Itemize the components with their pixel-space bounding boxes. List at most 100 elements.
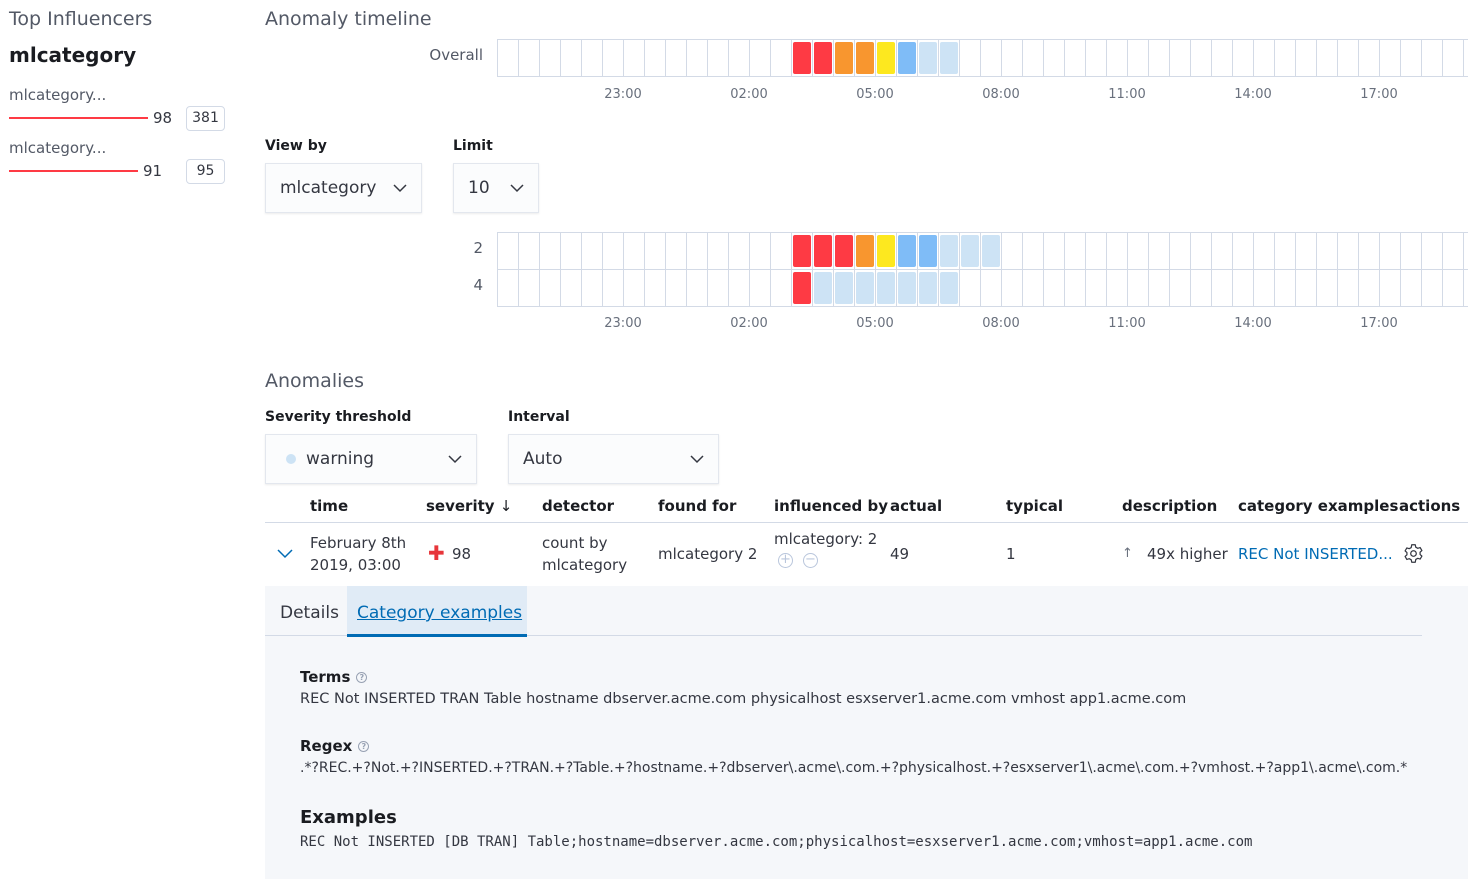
heatmap-cell[interactable]	[917, 270, 938, 306]
column-header-influenced-by[interactable]: influenced by	[774, 497, 889, 515]
heatmap-cell[interactable]	[1211, 233, 1232, 269]
heatmap-cell[interactable]	[1295, 270, 1316, 306]
heatmap-cell[interactable]	[1127, 233, 1148, 269]
heatmap-cell-minor[interactable]	[877, 235, 895, 267]
heatmap-cell[interactable]	[1274, 270, 1295, 306]
heatmap-cell[interactable]	[1400, 40, 1421, 76]
heatmap-cell-warning[interactable]	[919, 235, 937, 267]
heatmap-cell[interactable]	[686, 270, 707, 306]
heatmap-cell[interactable]	[644, 40, 665, 76]
severity-threshold-select[interactable]: warning	[265, 434, 477, 484]
heatmap-cell[interactable]	[875, 270, 896, 306]
view-by-select[interactable]: mlcategory	[265, 163, 422, 213]
heatmap-cell[interactable]	[959, 233, 980, 269]
column-header-description[interactable]: description	[1122, 497, 1218, 515]
heatmap-cell[interactable]	[1274, 40, 1295, 76]
heatmap-cell[interactable]	[686, 233, 707, 269]
heatmap-cell[interactable]	[644, 270, 665, 306]
heatmap-cell[interactable]	[581, 270, 602, 306]
heatmap-cell[interactable]	[980, 270, 1001, 306]
heatmap-cell[interactable]	[1211, 40, 1232, 76]
heatmap-cell[interactable]	[1148, 40, 1169, 76]
heatmap-cell[interactable]	[1064, 270, 1085, 306]
heatmap-cell[interactable]	[896, 233, 917, 269]
heatmap-cell[interactable]	[707, 40, 728, 76]
heatmap-cell[interactable]	[833, 270, 854, 306]
limit-select[interactable]: 10	[453, 163, 539, 213]
column-header-actual[interactable]: actual	[890, 497, 943, 515]
heatmap-cell[interactable]	[770, 40, 791, 76]
interval-select[interactable]: Auto	[508, 434, 719, 484]
heatmap-cell[interactable]	[791, 270, 812, 306]
heatmap-cell[interactable]	[1442, 270, 1463, 306]
heatmap-cell[interactable]	[602, 270, 623, 306]
heatmap-cell-critical[interactable]	[835, 235, 853, 267]
heatmap-cell[interactable]	[1358, 40, 1379, 76]
heatmap-cell[interactable]	[623, 270, 644, 306]
heatmap-cell[interactable]	[1043, 233, 1064, 269]
heatmap-cell[interactable]	[1400, 233, 1421, 269]
heatmap-cell[interactable]	[1232, 40, 1253, 76]
heatmap-cell-low[interactable]	[982, 235, 1000, 267]
heatmap-cell[interactable]	[623, 40, 644, 76]
heatmap-cell[interactable]	[1253, 233, 1274, 269]
heatmap-cell[interactable]	[728, 233, 749, 269]
heatmap-cell-low[interactable]	[940, 42, 958, 74]
heatmap-cell[interactable]	[1001, 40, 1022, 76]
heatmap-cell[interactable]	[1400, 270, 1421, 306]
heatmap-cell[interactable]	[938, 40, 959, 76]
heatmap-cell[interactable]	[1316, 270, 1337, 306]
heatmap-cell[interactable]	[896, 40, 917, 76]
heatmap-cell[interactable]	[980, 233, 1001, 269]
heatmap-cell[interactable]	[812, 40, 833, 76]
heatmap-cell[interactable]	[560, 233, 581, 269]
heatmap-cell[interactable]	[1463, 233, 1468, 269]
heatmap-cell[interactable]	[875, 233, 896, 269]
heatmap-cell[interactable]	[497, 233, 518, 269]
heatmap-cell[interactable]	[938, 270, 959, 306]
heatmap-cell[interactable]	[518, 40, 539, 76]
heatmap-cell[interactable]	[707, 270, 728, 306]
column-header-severity[interactable]: severity ↓	[426, 497, 512, 515]
collapse-row-chevron-icon[interactable]	[277, 547, 293, 559]
heatmap-cell[interactable]	[560, 40, 581, 76]
influencer-label[interactable]: mlcategory...	[9, 139, 107, 157]
heatmap-cell[interactable]	[1379, 233, 1400, 269]
heatmap-cell-critical[interactable]	[814, 42, 832, 74]
column-header-time[interactable]: time	[310, 497, 349, 515]
heatmap-cell[interactable]	[1316, 40, 1337, 76]
heatmap-cell[interactable]	[518, 270, 539, 306]
heatmap-cell[interactable]	[1421, 40, 1442, 76]
heatmap-cell[interactable]	[1169, 233, 1190, 269]
help-icon[interactable]: ?	[358, 741, 370, 752]
heatmap-cell[interactable]	[623, 233, 644, 269]
heatmap-cell[interactable]	[875, 40, 896, 76]
heatmap-cell[interactable]	[1211, 270, 1232, 306]
heatmap-cell[interactable]	[1253, 270, 1274, 306]
category-examples-link[interactable]: REC Not INSERTED...	[1238, 545, 1393, 563]
heatmap-cell[interactable]	[539, 40, 560, 76]
heatmap-cell[interactable]	[770, 270, 791, 306]
heatmap-cell[interactable]	[539, 270, 560, 306]
heatmap-cell[interactable]	[896, 270, 917, 306]
heatmap-cell[interactable]	[602, 40, 623, 76]
heatmap-cell[interactable]	[749, 233, 770, 269]
heatmap-cell[interactable]	[1337, 40, 1358, 76]
heatmap-cell[interactable]	[959, 270, 980, 306]
overall-heatmap[interactable]	[497, 39, 1468, 77]
heatmap-cell[interactable]	[560, 270, 581, 306]
heatmap-cell-low[interactable]	[919, 272, 937, 304]
heatmap-cell[interactable]	[833, 233, 854, 269]
heatmap-cell[interactable]	[686, 40, 707, 76]
column-header-detector[interactable]: detector	[542, 497, 615, 515]
heatmap-cell[interactable]	[1127, 40, 1148, 76]
heatmap-cell[interactable]	[1043, 270, 1064, 306]
heatmap-cell[interactable]	[1379, 40, 1400, 76]
heatmap-cell-low[interactable]	[877, 272, 895, 304]
heatmap-cell[interactable]	[1190, 270, 1211, 306]
heatmap-cell-minor[interactable]	[877, 42, 895, 74]
heatmap-cell[interactable]	[854, 270, 875, 306]
heatmap-cell[interactable]	[665, 40, 686, 76]
heatmap-cell[interactable]	[1085, 270, 1106, 306]
help-icon[interactable]: ?	[356, 672, 368, 683]
